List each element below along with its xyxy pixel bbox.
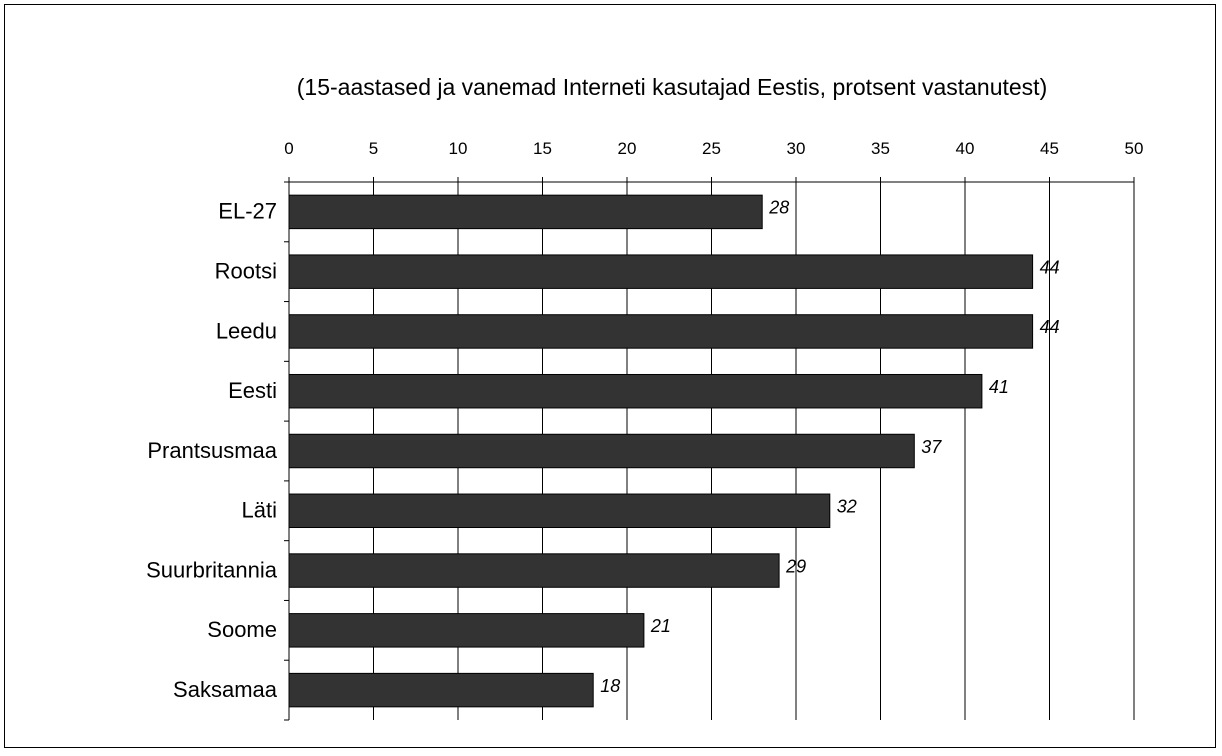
data-label: 44	[1040, 257, 1060, 277]
chart-title: (15-aastased ja vanemad Interneti kasuta…	[297, 74, 1047, 100]
category-label: Suurbritannia	[146, 557, 278, 582]
x-tick-label: 45	[1040, 139, 1059, 158]
category-label: Läti	[242, 498, 277, 523]
data-label: 37	[921, 437, 942, 457]
x-tick-label: 5	[369, 139, 378, 158]
category-labels: EL-27 Rootsi Leedu Eesti Prantsusmaa Läti Suur…	[146, 199, 278, 702]
bar	[288, 314, 1034, 349]
bar	[288, 613, 645, 648]
category-label: Leedu	[216, 318, 277, 343]
x-tick-label: 0	[284, 139, 293, 158]
category-label: Soome	[207, 617, 277, 642]
category-label: EL-27	[218, 199, 277, 224]
category-label: Prantsusmaa	[147, 438, 277, 463]
bar	[288, 254, 1034, 289]
x-axis: 0 5 10 15 20 25 30 35 40 45 50	[284, 139, 1144, 721]
bar	[288, 373, 983, 409]
data-label: 32	[837, 497, 857, 517]
x-tick-label: 15	[533, 139, 552, 158]
data-label: 29	[785, 556, 806, 576]
data-label: 18	[600, 676, 620, 696]
x-tick-label: 40	[956, 139, 975, 158]
bar	[288, 553, 780, 588]
data-label: 41	[989, 377, 1009, 397]
bar	[288, 493, 831, 529]
x-tick-label: 20	[618, 139, 637, 158]
x-tick-label: 10	[449, 139, 468, 158]
data-label: 21	[650, 616, 671, 636]
data-label: 44	[1040, 317, 1060, 337]
data-label: 28	[768, 198, 789, 218]
bar	[288, 194, 763, 230]
x-tick-label: 50	[1125, 139, 1144, 158]
bar	[288, 433, 915, 469]
category-label: Eesti	[228, 378, 277, 403]
x-tick-label: 35	[871, 139, 890, 158]
bars: 28 44 44 41 37 32 29 21 18	[288, 194, 1060, 708]
category-label: Saksamaa	[173, 677, 278, 702]
bar	[288, 672, 594, 708]
x-tick-label: 25	[702, 139, 721, 158]
category-label: Rootsi	[215, 258, 277, 283]
x-tick-label: 30	[787, 139, 806, 158]
